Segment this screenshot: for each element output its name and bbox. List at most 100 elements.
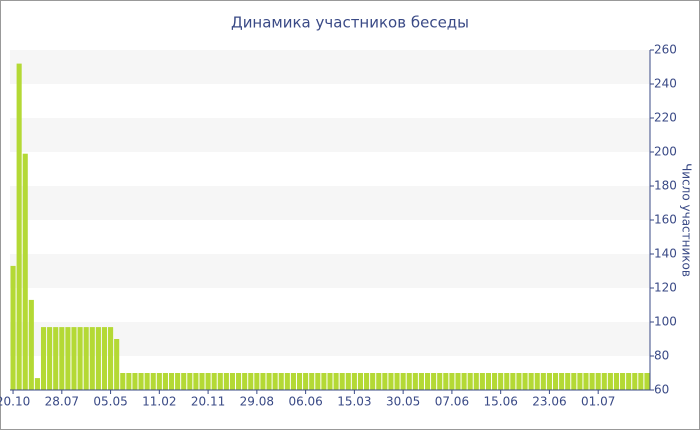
bar bbox=[443, 373, 449, 390]
bar bbox=[193, 373, 199, 390]
bar bbox=[59, 327, 65, 390]
x-tick-label: 28.07 bbox=[45, 395, 79, 409]
bar bbox=[455, 373, 461, 390]
bar bbox=[552, 373, 559, 390]
bar bbox=[345, 373, 351, 390]
bar bbox=[260, 373, 266, 390]
bar bbox=[309, 373, 315, 390]
bar bbox=[236, 373, 242, 390]
bar bbox=[485, 373, 492, 390]
x-tick-label: 11.02 bbox=[142, 395, 176, 409]
bar bbox=[449, 373, 455, 390]
bar bbox=[47, 327, 53, 390]
bar bbox=[321, 373, 327, 390]
bar bbox=[242, 373, 248, 390]
bar bbox=[376, 373, 382, 390]
bar bbox=[162, 373, 168, 390]
chart-title: Динамика участников беседы bbox=[231, 14, 469, 32]
bar bbox=[424, 373, 431, 390]
bar bbox=[583, 373, 589, 390]
bar bbox=[339, 373, 345, 390]
bar bbox=[638, 373, 644, 390]
bar bbox=[431, 373, 437, 390]
bar bbox=[400, 373, 406, 390]
bar bbox=[534, 373, 540, 390]
bar bbox=[382, 373, 388, 390]
bar bbox=[546, 373, 552, 390]
bar bbox=[187, 373, 193, 390]
y-tick-label: 140 bbox=[654, 247, 677, 261]
y-tick-label: 260 bbox=[654, 43, 677, 57]
bar bbox=[150, 373, 156, 390]
bar bbox=[613, 373, 620, 390]
bar bbox=[644, 373, 650, 390]
bar bbox=[101, 327, 108, 390]
bar bbox=[71, 327, 77, 390]
bar bbox=[412, 373, 418, 390]
y-tick-label: 200 bbox=[654, 145, 677, 159]
bar bbox=[217, 373, 223, 390]
bar bbox=[565, 373, 571, 390]
bar bbox=[278, 373, 284, 390]
bar bbox=[120, 373, 126, 390]
bar bbox=[516, 373, 522, 390]
y-tick-label: 220 bbox=[654, 111, 677, 125]
bar bbox=[10, 265, 16, 390]
bar bbox=[199, 373, 205, 390]
bar bbox=[571, 373, 577, 390]
bar bbox=[175, 373, 181, 390]
bar bbox=[211, 373, 217, 390]
bar bbox=[40, 327, 47, 390]
bar bbox=[504, 373, 510, 390]
bar bbox=[406, 373, 412, 390]
bar bbox=[418, 373, 424, 390]
bar bbox=[22, 153, 28, 390]
bar bbox=[473, 373, 479, 390]
x-tick-label: 15.06 bbox=[483, 395, 517, 409]
bar bbox=[559, 373, 565, 390]
bar bbox=[296, 373, 303, 390]
bar bbox=[16, 63, 22, 390]
bar bbox=[620, 373, 626, 390]
x-tick-label: 01.07 bbox=[581, 395, 615, 409]
bar bbox=[65, 327, 71, 390]
bar bbox=[248, 373, 254, 390]
y-tick-label: 240 bbox=[654, 77, 677, 91]
bar bbox=[132, 373, 138, 390]
y-tick-label: 80 bbox=[654, 349, 669, 363]
x-tick-label: 23.06 bbox=[532, 395, 566, 409]
grid-band bbox=[10, 254, 650, 288]
grid-band bbox=[10, 186, 650, 220]
grid-band bbox=[10, 50, 650, 84]
bar bbox=[108, 327, 114, 390]
grid-band bbox=[10, 118, 650, 152]
bar bbox=[528, 373, 534, 390]
y-tick-label: 160 bbox=[654, 213, 677, 227]
x-tick-label: 05.05 bbox=[93, 395, 127, 409]
bar bbox=[437, 373, 443, 390]
bar bbox=[351, 373, 357, 390]
bar bbox=[83, 327, 89, 390]
bar bbox=[394, 373, 400, 390]
bar bbox=[632, 373, 638, 390]
bar bbox=[595, 373, 601, 390]
x-tick-label: 20.10 bbox=[0, 395, 30, 409]
bar bbox=[229, 373, 236, 390]
bar bbox=[540, 373, 546, 390]
bar bbox=[205, 373, 211, 390]
bar bbox=[168, 373, 175, 390]
x-tick-label: 06.06 bbox=[288, 395, 322, 409]
bar bbox=[272, 373, 278, 390]
bar bbox=[522, 373, 528, 390]
bar bbox=[357, 373, 364, 390]
bar bbox=[510, 373, 516, 390]
bar bbox=[370, 373, 376, 390]
bar bbox=[479, 373, 485, 390]
bar bbox=[492, 373, 498, 390]
bar bbox=[303, 373, 309, 390]
bar bbox=[601, 373, 607, 390]
x-tick-label: 15.03 bbox=[337, 395, 371, 409]
bar bbox=[77, 327, 83, 390]
bar bbox=[144, 373, 150, 390]
